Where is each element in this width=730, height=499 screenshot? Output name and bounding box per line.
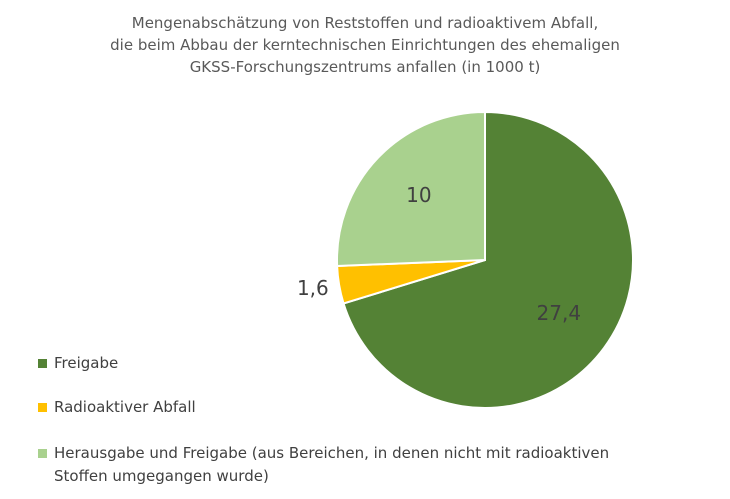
pie-slice	[336, 110, 486, 267]
legend-entry: Radioaktiver Abfall	[38, 396, 438, 419]
legend-swatch	[38, 403, 47, 412]
pie-slice	[342, 110, 634, 409]
legend-label: Freigabe	[54, 354, 119, 372]
data-label: 1,6	[297, 276, 329, 300]
legend-entry: Freigabe	[38, 352, 438, 375]
legend-label: Herausgabe und Freigabe (aus Bereichen, …	[54, 444, 610, 485]
data-label: 27,4	[537, 301, 582, 325]
chart-title: Mengenabschätzung von Reststoffen und ra…	[110, 14, 620, 76]
legend-swatch	[38, 449, 47, 458]
legend-label: Radioaktiver Abfall	[54, 398, 196, 416]
legend-entry: Herausgabe und Freigabe (aus Bereichen, …	[38, 442, 658, 488]
legend-swatch	[38, 359, 47, 368]
data-label: 10	[406, 183, 431, 207]
